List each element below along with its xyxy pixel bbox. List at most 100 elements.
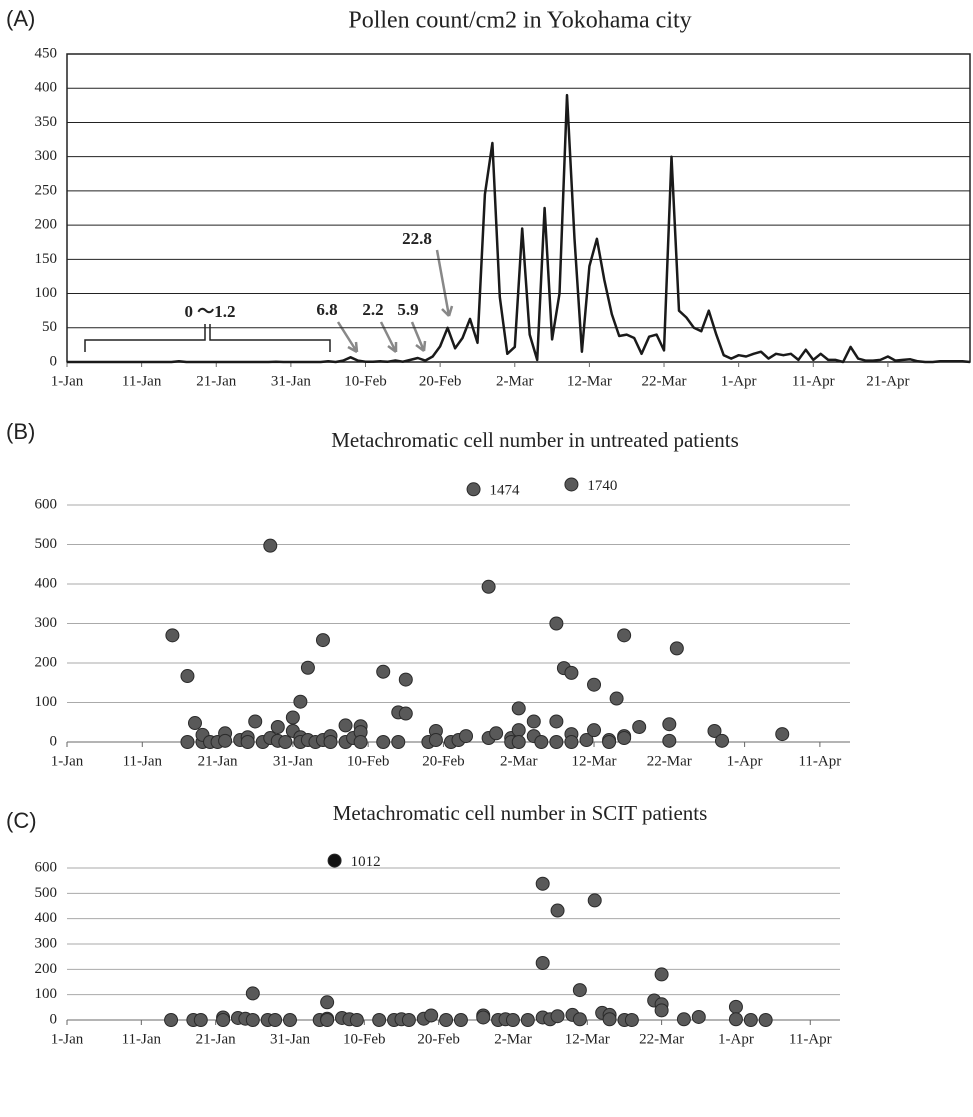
y-tick-label: 100	[35, 694, 58, 710]
point	[511, 735, 526, 749]
x-tick-label: 20-Feb	[419, 373, 462, 389]
point	[285, 710, 300, 725]
x-tick-label: 21-Jan	[196, 1031, 236, 1047]
point	[602, 1012, 617, 1027]
point	[248, 714, 263, 729]
data-label: 1474	[490, 483, 521, 499]
x-tick-label: 1-Jan	[51, 753, 84, 769]
point	[549, 616, 564, 631]
x-tick-label: 12-Mar	[572, 753, 617, 769]
annotation: 22.8	[402, 229, 432, 248]
x-tick-label: 31-Jan	[273, 753, 313, 769]
point	[662, 717, 677, 732]
y-tick-label: 300	[35, 615, 58, 631]
y-tick-label: 100	[35, 986, 58, 1002]
x-tick-label: 1-Jan	[51, 1031, 84, 1047]
point	[218, 733, 233, 748]
point	[728, 1012, 743, 1027]
x-tick-label: 11-Jan	[123, 753, 163, 769]
point	[263, 538, 278, 553]
point	[511, 723, 526, 738]
y-tick-label: 200	[35, 217, 58, 233]
arrows	[336, 249, 454, 354]
point	[535, 956, 550, 970]
point	[270, 719, 285, 734]
annotation: 6.8	[316, 300, 337, 319]
x-tick-label: 11-Apr	[789, 1031, 832, 1047]
point	[609, 691, 624, 706]
point	[282, 1013, 297, 1027]
point	[758, 1013, 773, 1027]
point	[424, 1008, 439, 1023]
y-tick-label: 400	[35, 80, 58, 96]
y-tick-label: 600	[35, 859, 58, 875]
x-tick-label: 11-Jan	[122, 373, 162, 389]
y-tick-label: 0	[50, 1011, 58, 1027]
point	[391, 735, 406, 749]
point	[489, 726, 504, 741]
point	[439, 1013, 454, 1027]
y-tick-label: 100	[35, 285, 58, 301]
x-tick-label: 1-Apr	[727, 753, 763, 769]
plot-frame	[66, 53, 971, 363]
point	[180, 669, 195, 684]
point	[338, 718, 353, 733]
point	[676, 1012, 691, 1027]
point	[550, 1009, 565, 1024]
point	[278, 735, 293, 749]
y-tick-label: 400	[35, 575, 58, 591]
point	[240, 735, 255, 749]
point	[715, 733, 730, 748]
annotation: 0 ～1.2	[185, 302, 236, 321]
chart-title: Metachromatic cell number in SCIT patien…	[333, 801, 708, 825]
point	[245, 1013, 260, 1027]
y-tick-label: 150	[35, 251, 58, 267]
point	[587, 677, 602, 692]
chart-title: Pollen count/cm2 in Yokohama city	[348, 8, 691, 34]
point	[572, 983, 587, 998]
point	[320, 1013, 335, 1027]
point	[572, 1012, 587, 1027]
point	[505, 1013, 520, 1027]
point	[587, 893, 602, 908]
point	[662, 733, 677, 748]
point	[476, 1010, 491, 1025]
point	[669, 641, 684, 656]
point	[327, 853, 342, 868]
x-tick-label: 22-Mar	[639, 1031, 684, 1047]
x-tick-label: 2-Mar	[496, 373, 534, 389]
y-tick-label: 450	[35, 45, 58, 61]
x-tick-label: 11-Jan	[122, 1031, 162, 1047]
point	[707, 723, 722, 738]
point	[534, 735, 549, 749]
x-tick-label: 12-Mar	[567, 373, 612, 389]
panel-label: (B)	[6, 419, 35, 444]
x-tick-label: 31-Jan	[270, 1031, 310, 1047]
point	[376, 664, 391, 679]
x-tick-label: 1-Apr	[721, 373, 757, 389]
point	[372, 1013, 387, 1027]
x-tick-label: 21-Jan	[198, 753, 238, 769]
point	[300, 660, 315, 675]
x-tick-label: 10-Feb	[347, 753, 390, 769]
point	[564, 665, 579, 680]
point	[293, 694, 308, 709]
point	[728, 999, 743, 1014]
x-tick-label: 22-Mar	[647, 753, 692, 769]
point	[587, 723, 602, 738]
point	[398, 706, 413, 721]
point	[268, 1013, 283, 1027]
point	[459, 729, 474, 744]
point	[453, 1013, 468, 1027]
point	[617, 628, 632, 643]
y-tick-label: 300	[35, 148, 58, 164]
x-tick-label: 21-Apr	[866, 373, 909, 389]
y-tick-label: 600	[35, 496, 58, 512]
point	[632, 719, 647, 734]
y-tick-label: 0	[50, 353, 58, 369]
x-tick-label: 10-Feb	[344, 373, 387, 389]
point	[602, 735, 617, 749]
point	[165, 628, 180, 643]
point	[193, 1013, 208, 1027]
point	[401, 1013, 416, 1027]
